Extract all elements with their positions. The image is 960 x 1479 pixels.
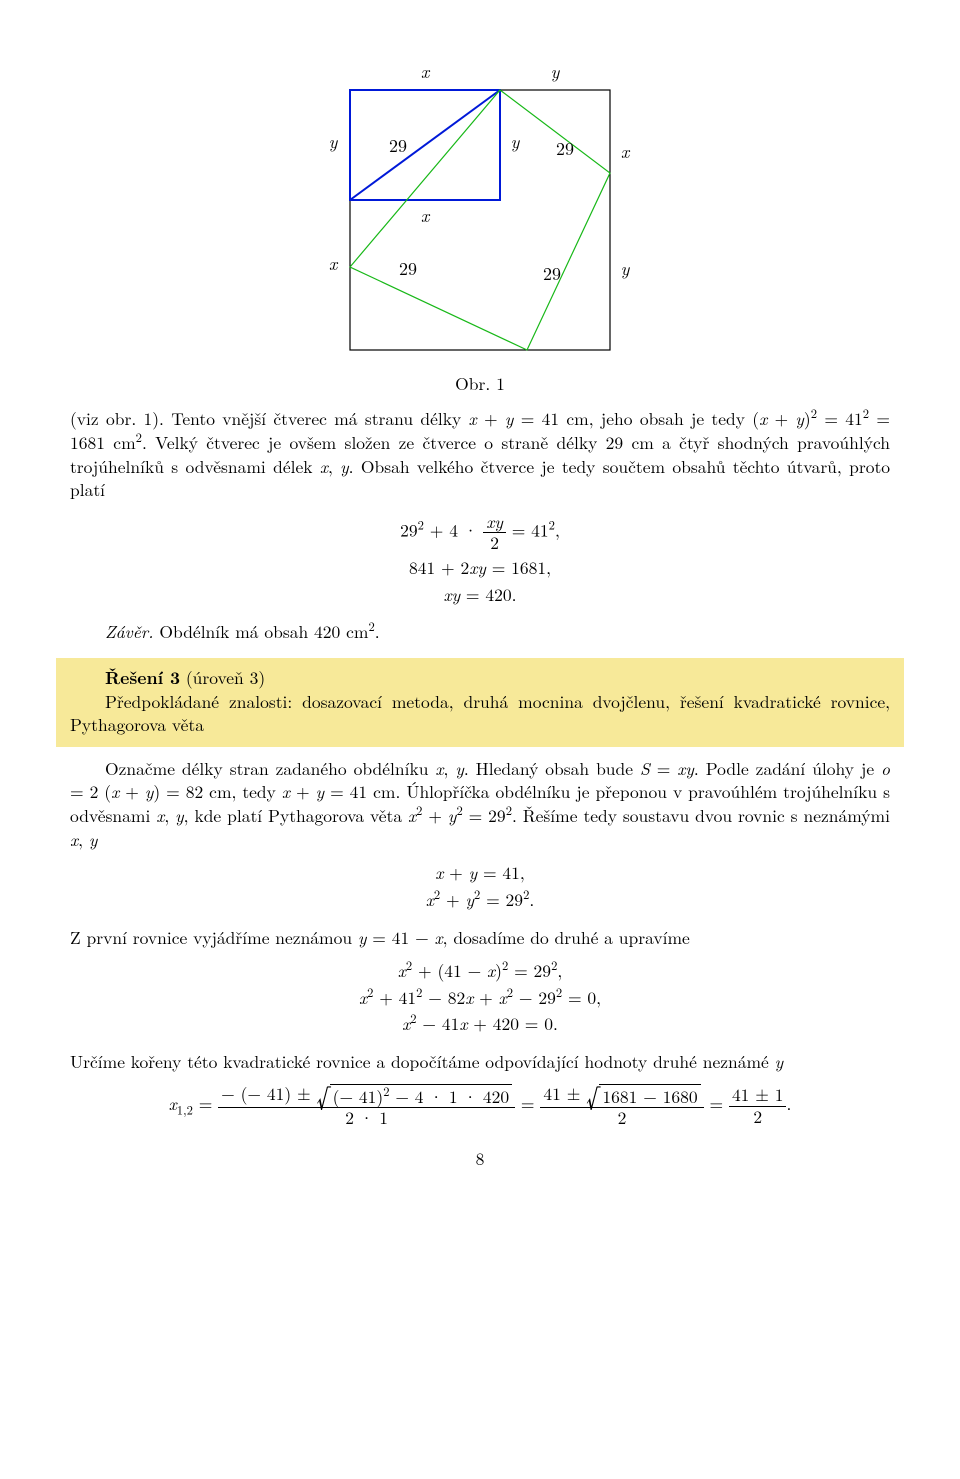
svg-text:y: y	[511, 129, 521, 154]
svg-text:29: 29	[389, 133, 407, 158]
svg-text:29: 29	[556, 136, 574, 161]
figure-1: x y y 29 y x 29 x x 29 29 y y x	[70, 30, 890, 366]
svg-text:x: x	[621, 139, 631, 164]
paragraph-4: Určíme kořeny této kvadratické rovnice a…	[70, 1050, 890, 1074]
svg-text:29: 29	[543, 261, 561, 286]
equation-block-1: 292 + 4 · xy2 = 412, 841 + 2xy = 1681, x…	[70, 512, 890, 607]
svg-text:x: x	[329, 251, 339, 276]
eq1-line1: 292 + 4 · xy2 = 412,	[70, 512, 890, 553]
eq1-line3: xy = 420.	[70, 583, 890, 607]
paragraph-1: (viz obr. 1). Tento vnější čtverec má st…	[70, 407, 890, 502]
paragraph-2: Označme délky stran zadaného obdélníku x…	[70, 757, 890, 852]
box-title: Řešení 3 (úroveň 3)	[70, 666, 890, 690]
eq1-line2: 841 + 2xy = 1681,	[70, 556, 890, 580]
svg-text:y: y	[436, 351, 446, 360]
figure-caption: Obr. 1	[70, 372, 890, 396]
svg-text:x: x	[421, 59, 431, 84]
conclusion: Závěr. Obdélník má obsah 420 cm2.	[70, 620, 890, 644]
equation-block-2: x + y = 41, x2 + y2 = 292.	[70, 861, 890, 911]
solution-3-box: Řešení 3 (úroveň 3) Předpokládané znalos…	[56, 658, 904, 747]
box-body: Předpokládané znalosti: dosazovací metod…	[70, 690, 890, 737]
equation-block-4: x1,2 = − (− 41) ± √(− 41)2 − 4 · 1 · 420…	[70, 1084, 890, 1129]
svg-text:y: y	[329, 129, 339, 154]
svg-text:x: x	[564, 351, 574, 360]
svg-text:y: y	[551, 59, 561, 84]
page-number: 8	[70, 1147, 890, 1171]
equation-block-3: x2 + (41 − x)2 = 292, x2 + 412 − 82x + x…	[70, 959, 890, 1036]
svg-text:29: 29	[399, 256, 417, 281]
figure-svg: x y y 29 y x 29 x x 29 29 y y x	[300, 30, 660, 360]
svg-text:x: x	[421, 203, 431, 228]
paragraph-3: Z první rovnice vyjádříme neznámou y = 4…	[70, 926, 890, 950]
svg-text:y: y	[621, 256, 631, 281]
